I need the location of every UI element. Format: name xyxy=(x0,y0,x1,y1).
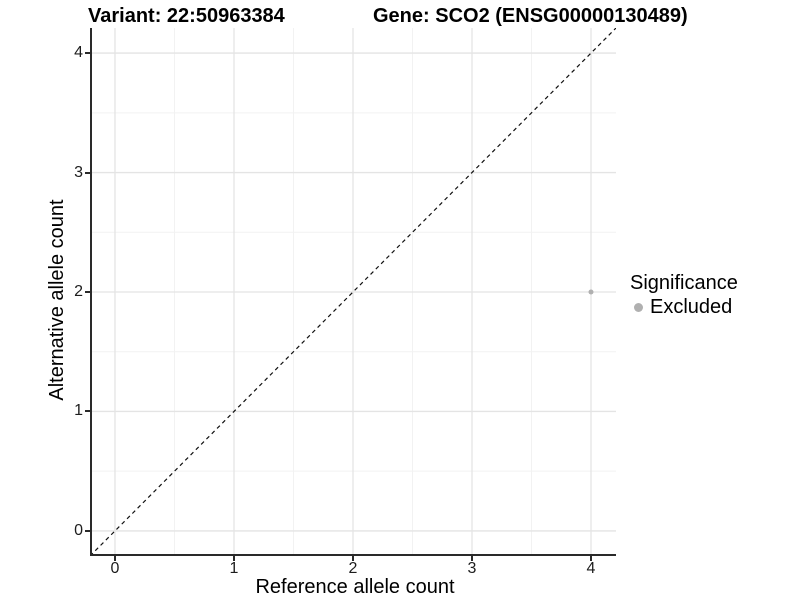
plot-area-svg xyxy=(90,28,616,556)
y-tick-mark xyxy=(85,291,90,293)
plot-title-variant: Variant: 22:50963384 xyxy=(88,5,285,27)
x-tick-mark xyxy=(590,556,592,561)
y-tick-label: 1 xyxy=(74,402,83,420)
x-tick-label: 3 xyxy=(467,560,477,577)
y-tick-mark xyxy=(85,529,90,532)
x-tick-mark xyxy=(113,556,116,561)
x-tick-label: 2 xyxy=(348,560,358,577)
plot-title-gene: Gene: SCO2 (ENSG00000130489) xyxy=(373,5,688,27)
legend: Significance Excluded xyxy=(630,272,738,319)
x-tick-mark xyxy=(471,556,473,561)
y-tick-mark xyxy=(85,410,90,413)
y-tick-mark xyxy=(85,171,90,174)
plot-panel xyxy=(90,28,616,556)
legend-title: Significance xyxy=(630,272,738,294)
x-tick-mark xyxy=(352,556,354,561)
legend-item-label: Excluded xyxy=(650,295,733,318)
y-tick-label: 2 xyxy=(74,283,83,300)
x-axis-title: Reference allele count xyxy=(255,576,455,598)
y-tick-mark xyxy=(85,52,90,55)
x-tick-label: 4 xyxy=(586,560,596,577)
y-tick-label: 0 xyxy=(74,521,83,539)
x-tick-label: 1 xyxy=(229,560,239,577)
x-tick-label: 0 xyxy=(110,560,120,577)
y-tick-label: 4 xyxy=(74,44,83,62)
y-tick-label: 3 xyxy=(74,163,83,181)
legend-item-excluded: Excluded xyxy=(630,295,738,319)
x-tick-mark xyxy=(232,556,235,561)
legend-key-dot-icon xyxy=(634,302,643,312)
data-point xyxy=(588,289,594,295)
